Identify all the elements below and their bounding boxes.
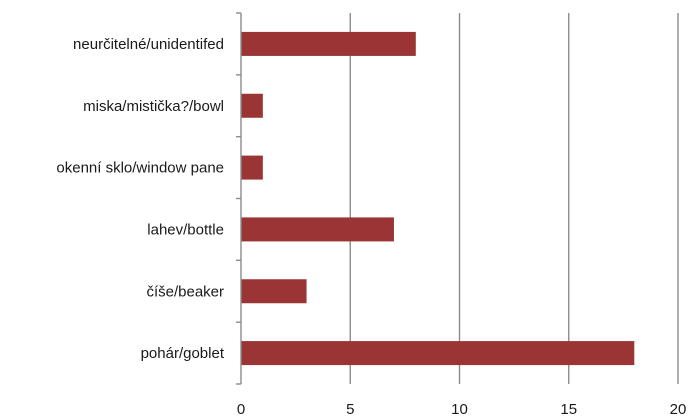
- bar-3: [241, 155, 263, 180]
- x-tick-label: 0: [237, 401, 245, 418]
- x-tick-label: 15: [560, 401, 577, 418]
- category-label: neurčitelné/unidentifed: [73, 36, 224, 53]
- grid: [349, 13, 679, 384]
- bar-1: [241, 279, 307, 304]
- category-label: číše/beaker: [146, 283, 224, 300]
- axes: [236, 12, 242, 385]
- x-tick-label: 20: [670, 401, 687, 418]
- bar-2: [241, 217, 394, 242]
- bar-0: [241, 341, 635, 366]
- category-label: miska/mistička?/bowl: [83, 98, 224, 115]
- bar-5: [241, 31, 416, 56]
- category-label: lahev/bottle: [147, 221, 224, 238]
- bar-4: [241, 93, 263, 118]
- bars: [241, 31, 635, 366]
- category-label: pohár/goblet: [141, 345, 225, 362]
- labels: 0 5 10 15 20 pohár/goblet číše/beaker lahev/bot…: [56, 36, 686, 418]
- x-tick-label: 5: [346, 401, 354, 418]
- category-label: okenní sklo/window pane: [56, 160, 224, 177]
- x-tick-label: 10: [451, 401, 468, 418]
